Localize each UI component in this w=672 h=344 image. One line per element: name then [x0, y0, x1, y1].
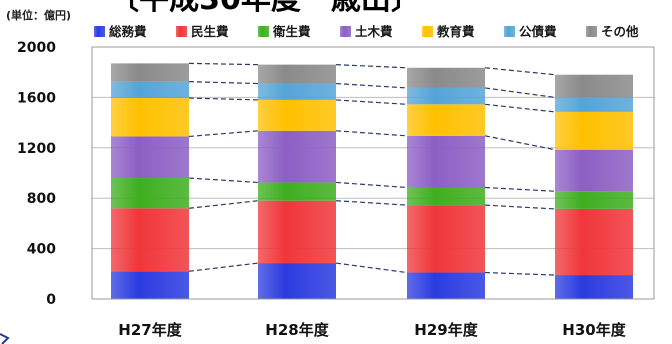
legend-swatch [504, 26, 515, 37]
x-tick-label: H29年度 [414, 321, 478, 339]
bar-segment [407, 87, 485, 105]
bar-segment [111, 81, 189, 99]
connector-line [335, 82, 408, 89]
legend-label: その他 [601, 24, 639, 39]
connector-line [484, 103, 556, 113]
legend-swatch [586, 26, 597, 37]
bar-segment [407, 135, 485, 188]
connector-line [188, 177, 259, 184]
legend-label: 土木費 [355, 24, 393, 39]
legend-swatch [422, 26, 433, 37]
y-tick-label: 2000 [17, 40, 56, 56]
bar-segment [258, 83, 336, 100]
bar-segment [555, 208, 633, 276]
bar-segment [111, 63, 189, 82]
bar-segment [111, 98, 189, 137]
bar-segment [555, 111, 633, 150]
unit-label: (単位：億円) [6, 8, 71, 22]
x-axis-ticks: H27年度 H28年度 H29年度 H30年度 [118, 321, 626, 339]
y-tick-label: 800 [27, 191, 56, 207]
connector-line [188, 130, 259, 138]
bar-segment [111, 178, 189, 209]
bar-segment [407, 67, 485, 88]
connector-line [484, 87, 556, 98]
bar-segment [111, 208, 189, 272]
bar-segment [258, 130, 336, 183]
connector-line [484, 135, 556, 151]
plot-frame [91, 46, 655, 300]
connector-line [335, 64, 408, 69]
connector-line [335, 130, 408, 137]
bar-segment [407, 272, 485, 299]
bar-segment [258, 182, 336, 201]
bar-segment [111, 271, 189, 299]
y-tick-label: 1200 [17, 141, 56, 157]
connector-line [188, 262, 259, 272]
connector-line [335, 200, 408, 206]
legend: 総務費 民生費 衛生費 土木費 教育費 公債費 その他 [94, 24, 639, 39]
legend-swatch [258, 26, 269, 37]
connector-line [484, 271, 556, 276]
connector-line [484, 67, 556, 76]
chart-title: 〔平成30年度 歳出〕 [109, 0, 421, 17]
bar-segment [555, 97, 633, 112]
legend-swatch [340, 26, 351, 37]
bar-segment [407, 104, 485, 136]
connector-line [188, 200, 259, 209]
legend-swatch [94, 26, 105, 37]
y-tick-label: 400 [27, 242, 56, 258]
legend-label: 民生費 [191, 24, 229, 39]
bar-segment [407, 187, 485, 206]
bar-segment [258, 99, 336, 131]
connector-line [188, 97, 259, 101]
x-tick-label: H30年度 [562, 321, 626, 339]
bar-segment [258, 64, 336, 84]
legend-swatch [176, 26, 187, 37]
bar-segment [555, 191, 633, 209]
bar-segment [555, 74, 633, 98]
connector-line [484, 204, 556, 210]
y-tick-label: 0 [46, 292, 56, 308]
legend-label: 公債費 [519, 24, 557, 39]
bar-segment [555, 275, 633, 299]
bar-segment [555, 149, 633, 192]
legend-label: 衛生費 [272, 24, 311, 39]
bar-segment [258, 263, 336, 299]
bars [111, 63, 633, 299]
connector-line [188, 81, 259, 85]
bar-segment [111, 136, 189, 179]
connector-lines [188, 62, 556, 276]
legend-label: 教育費 [436, 24, 475, 39]
y-tick-label: 1600 [17, 90, 56, 106]
y-axis-ticks: 0 400 800 1200 1600 2000 [17, 40, 56, 308]
bar-segment [258, 200, 336, 264]
corner-arrow-icon [0, 333, 10, 344]
connector-line [335, 99, 408, 105]
connector-line [484, 186, 556, 192]
bar-segment [407, 205, 485, 273]
legend-label: 総務費 [109, 24, 147, 39]
connector-line [335, 262, 408, 274]
connector-line [335, 181, 408, 189]
x-tick-label: H27年度 [118, 321, 182, 339]
x-tick-label: H28年度 [265, 321, 329, 339]
connector-line [188, 62, 259, 66]
